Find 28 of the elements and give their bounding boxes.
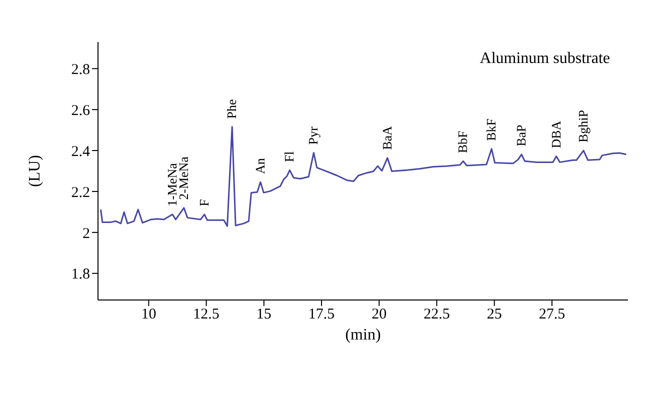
x-tick-label: 17.5 bbox=[308, 306, 335, 323]
annotation: Aluminum substrate bbox=[480, 50, 610, 68]
annotation: Pyr bbox=[306, 126, 321, 145]
annotation: BaP bbox=[514, 124, 529, 146]
annotation: BaA bbox=[379, 125, 394, 150]
annotation: Fl bbox=[282, 150, 297, 162]
annotation: An bbox=[252, 158, 268, 174]
x-tick-label: 10 bbox=[141, 306, 156, 323]
x-tick-label: 25 bbox=[486, 306, 502, 323]
y-tick-label: 2.8 bbox=[71, 62, 90, 78]
y-tick-label: 2.2 bbox=[71, 184, 90, 201]
x-tick-label: 12.5 bbox=[193, 306, 220, 323]
annotation: BkF bbox=[484, 118, 499, 141]
y-tick-label: 2 bbox=[82, 226, 90, 242]
x-tick-label: 20 bbox=[372, 306, 387, 323]
y-axis-title: (LU) bbox=[26, 155, 44, 187]
annotation: BbF bbox=[455, 130, 470, 154]
y-tick-label: 1.8 bbox=[71, 266, 90, 283]
y-tick-label: 2.6 bbox=[71, 102, 90, 119]
y-tick-label: 2.4 bbox=[71, 144, 90, 160]
x-tick-label: 27.5 bbox=[538, 306, 566, 323]
annotation: Phe bbox=[224, 99, 240, 119]
annotation: F bbox=[196, 199, 212, 206]
x-axis-title: (min) bbox=[345, 326, 381, 344]
x-tick-label: 15 bbox=[256, 306, 272, 323]
annotation: DBA bbox=[548, 120, 564, 148]
x-tick-label: 22.5 bbox=[424, 306, 450, 323]
annotation: BghiP bbox=[576, 110, 591, 143]
